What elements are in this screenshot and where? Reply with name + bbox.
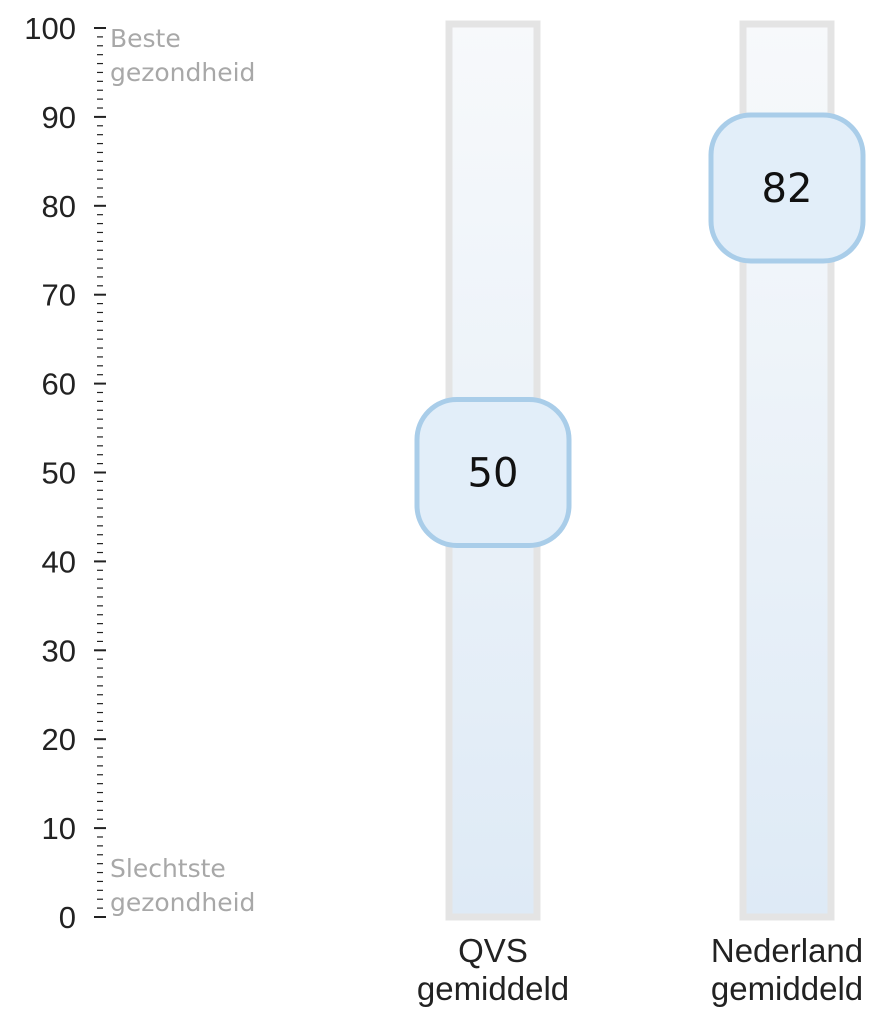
y-tick-label: 70 [42, 278, 76, 313]
value-markers: 50 82 [414, 112, 866, 548]
value-marker [414, 397, 572, 548]
scale-bottom-label-line-1: Slechtste [110, 854, 226, 883]
category-label-line: gemiddeld [711, 970, 863, 1007]
category-label-line: Nederland [711, 932, 863, 969]
scale-anchor-labels: Beste gezondheid Slechtste gezondheid [110, 24, 255, 917]
y-axis: 0 10 20 30 40 50 60 70 80 90 100 [24, 11, 106, 935]
y-tick-label: 50 [42, 456, 76, 491]
y-tick-label: 0 [59, 900, 76, 935]
value-label: 50 [468, 451, 519, 497]
scale-bottom-label-line-2: gezondheid [110, 888, 255, 917]
scale-top-label-line-2: gezondheid [110, 58, 255, 87]
category-label-line: QVS [458, 932, 528, 969]
y-tick-label: 10 [42, 811, 76, 846]
y-tick-label: 20 [42, 722, 76, 757]
y-tick-label: 100 [24, 11, 76, 46]
y-tick-label: 60 [42, 367, 76, 402]
y-tick-label: 40 [42, 544, 76, 579]
category-label-line: gemiddeld [417, 970, 569, 1007]
y-tick-label: 80 [42, 189, 76, 224]
value-marker [708, 112, 866, 264]
value-label: 82 [762, 166, 813, 212]
y-tick-label: 90 [42, 100, 76, 135]
y-tick-label: 30 [42, 633, 76, 668]
scale-top-label-line-1: Beste [110, 24, 181, 53]
